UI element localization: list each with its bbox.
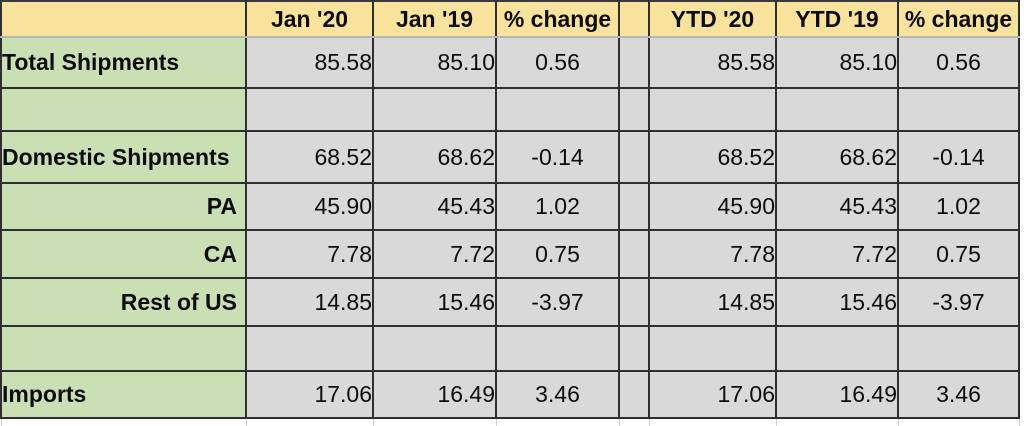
spacer-cell[interactable]	[618, 36, 650, 89]
row-label[interactable]: Total Shipments	[0, 36, 247, 89]
cell-pct-change-month[interactable]: 3.46	[495, 370, 620, 419]
col-header-ytd-20[interactable]: YTD '20	[648, 0, 777, 38]
cell-jan19[interactable]: 68.62	[372, 130, 497, 184]
table-row-total-shipments: Total Shipments 85.58 85.10 0.56 85.58 8…	[0, 36, 1020, 89]
col-header-jan-19[interactable]: Jan '19	[372, 0, 497, 38]
row-label[interactable]	[0, 87, 247, 132]
cell-jan20[interactable]: 17.06	[245, 370, 374, 419]
cell-jan19[interactable]: 45.43	[372, 182, 497, 231]
row-label[interactable]: Imports	[0, 370, 247, 419]
table-row-blank	[0, 87, 1020, 132]
spacer-cell[interactable]	[618, 130, 650, 184]
table-row-blank	[0, 325, 1020, 372]
table-row-rest-of-us: Rest of US 14.85 15.46 -3.97 14.85 15.46…	[0, 277, 1020, 327]
cell-jan19[interactable]: 7.72	[372, 229, 497, 279]
row-label[interactable]	[0, 325, 247, 372]
cell-ytd20[interactable]: 45.90	[648, 182, 777, 231]
table-row-ca: CA 7.78 7.72 0.75 7.78 7.72 0.75	[0, 229, 1020, 279]
spacer-cell[interactable]	[618, 229, 650, 279]
cell-ytd20[interactable]: 7.78	[648, 229, 777, 279]
cell-ytd19[interactable]: 68.62	[775, 130, 899, 184]
cell-ytd19[interactable]: 15.46	[775, 277, 899, 327]
cell-pct-change-ytd[interactable]: -3.97	[897, 277, 1020, 327]
cell-jan19[interactable]: 16.49	[372, 370, 497, 419]
row-label[interactable]: Rest of US	[0, 277, 247, 327]
spacer-cell[interactable]	[618, 182, 650, 231]
cell-jan20[interactable]: 14.85	[245, 277, 374, 327]
col-header-pct-change-month[interactable]: % change	[495, 0, 620, 38]
col-header-pct-change-ytd[interactable]: % change	[897, 0, 1020, 38]
cell-ytd20[interactable]: 85.58	[648, 36, 777, 89]
cell-jan20[interactable]: 45.90	[245, 182, 374, 231]
cell-pct-change-ytd[interactable]: 3.46	[897, 370, 1020, 419]
cell-jan19[interactable]	[372, 87, 497, 132]
cell-ytd20[interactable]	[648, 87, 777, 132]
cell-pct-change-ytd[interactable]: -0.14	[897, 130, 1020, 184]
cell-ytd20[interactable]: 14.85	[648, 277, 777, 327]
cell-pct-change-ytd[interactable]: 1.02	[897, 182, 1020, 231]
ghost-cell[interactable]	[775, 417, 899, 426]
cell-pct-change-ytd[interactable]: 0.75	[897, 229, 1020, 279]
ghost-cell[interactable]	[0, 417, 247, 426]
row-label[interactable]: Domestic Shipments	[0, 130, 247, 184]
cell-pct-change-month[interactable]: 0.56	[495, 36, 620, 89]
cell-pct-change-ytd[interactable]	[897, 325, 1020, 372]
cell-pct-change-month[interactable]: -0.14	[495, 130, 620, 184]
empty-row-below-table	[0, 417, 1020, 426]
cell-ytd20[interactable]	[648, 325, 777, 372]
cell-pct-change-month[interactable]: -3.97	[495, 277, 620, 327]
ghost-cell[interactable]	[245, 417, 374, 426]
cell-ytd20[interactable]: 17.06	[648, 370, 777, 419]
cell-jan20[interactable]: 68.52	[245, 130, 374, 184]
cell-pct-change-month[interactable]	[495, 87, 620, 132]
cell-jan19[interactable]: 85.10	[372, 36, 497, 89]
cell-pct-change-ytd[interactable]	[897, 87, 1020, 132]
cell-pct-change-ytd[interactable]: 0.56	[897, 36, 1020, 89]
ghost-cell[interactable]	[648, 417, 777, 426]
row-label[interactable]: PA	[0, 182, 247, 231]
table-row-pa: PA 45.90 45.43 1.02 45.90 45.43 1.02	[0, 182, 1020, 231]
header-row: Jan '20 Jan '19 % change YTD '20 YTD '19…	[0, 0, 1020, 38]
table-row-domestic-shipments: Domestic Shipments 68.52 68.62 -0.14 68.…	[0, 130, 1020, 184]
cell-pct-change-month[interactable]: 1.02	[495, 182, 620, 231]
spacer-cell[interactable]	[618, 370, 650, 419]
row-label[interactable]: CA	[0, 229, 247, 279]
cell-jan19[interactable]	[372, 325, 497, 372]
cell-ytd19[interactable]	[775, 87, 899, 132]
spacer-cell[interactable]	[618, 325, 650, 372]
cell-ytd19[interactable]: 16.49	[775, 370, 899, 419]
spacer-column-header[interactable]	[618, 0, 650, 38]
col-header-ytd-19[interactable]: YTD '19	[775, 0, 899, 38]
ghost-cell[interactable]	[495, 417, 620, 426]
corner-header-cell[interactable]	[0, 0, 247, 38]
ghost-cell[interactable]	[897, 417, 1020, 426]
col-header-jan-20[interactable]: Jan '20	[245, 0, 374, 38]
cell-jan20[interactable]: 7.78	[245, 229, 374, 279]
cell-pct-change-month[interactable]	[495, 325, 620, 372]
table-row-imports: Imports 17.06 16.49 3.46 17.06 16.49 3.4…	[0, 370, 1020, 419]
cell-jan20[interactable]	[245, 325, 374, 372]
cell-ytd19[interactable]: 7.72	[775, 229, 899, 279]
ghost-cell[interactable]	[618, 417, 650, 426]
cell-pct-change-month[interactable]: 0.75	[495, 229, 620, 279]
spacer-cell[interactable]	[618, 277, 650, 327]
spacer-cell[interactable]	[618, 87, 650, 132]
cell-jan19[interactable]: 15.46	[372, 277, 497, 327]
cell-ytd19[interactable]: 85.10	[775, 36, 899, 89]
cell-ytd20[interactable]: 68.52	[648, 130, 777, 184]
cell-jan20[interactable]: 85.58	[245, 36, 374, 89]
cell-ytd19[interactable]: 45.43	[775, 182, 899, 231]
ghost-cell[interactable]	[372, 417, 497, 426]
cell-jan20[interactable]	[245, 87, 374, 132]
cell-ytd19[interactable]	[775, 325, 899, 372]
